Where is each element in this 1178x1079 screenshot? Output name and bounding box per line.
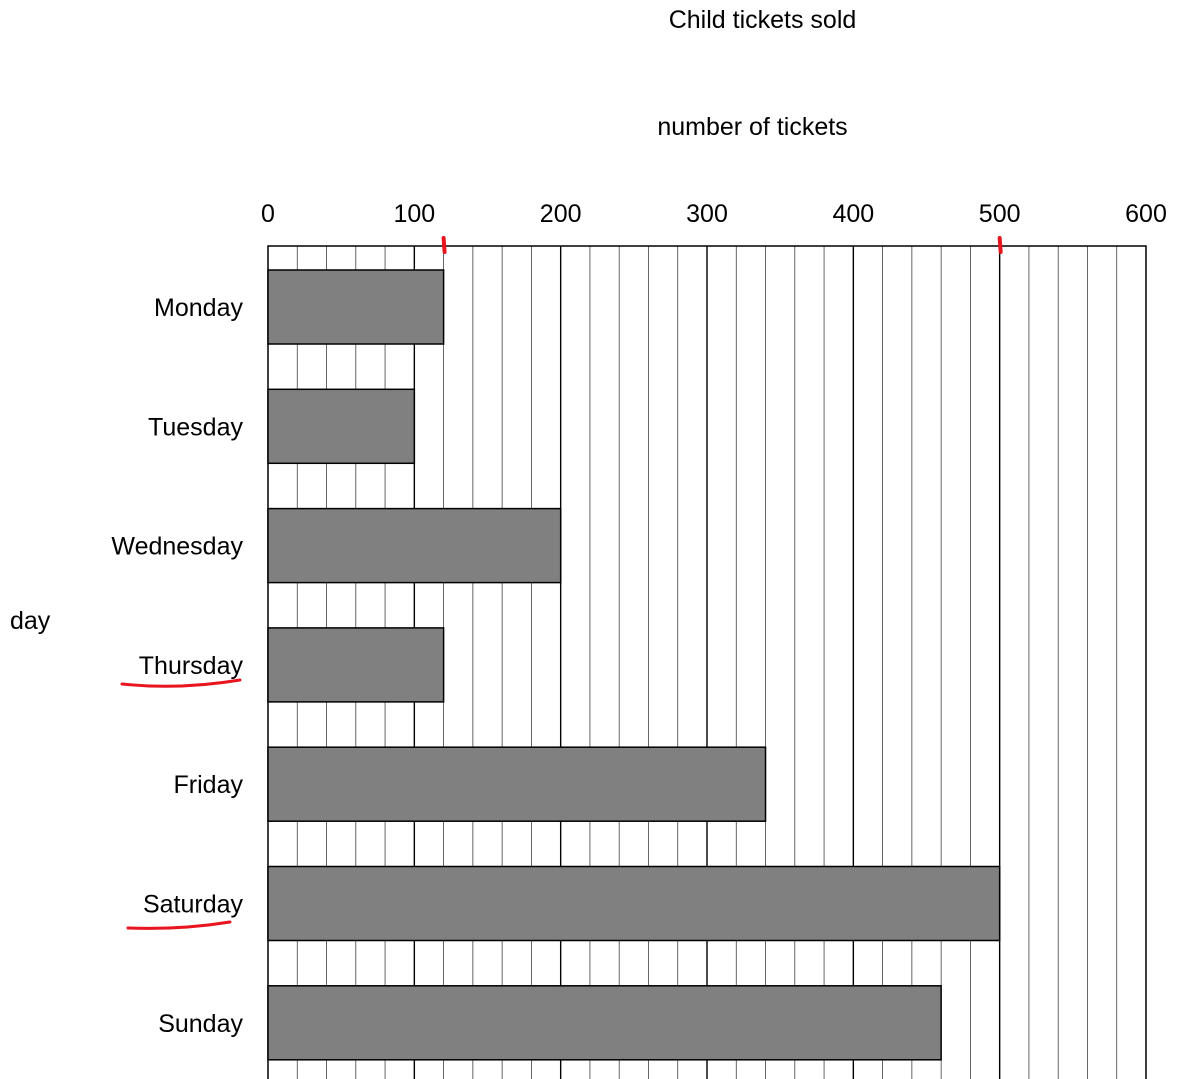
category-label: Saturday — [143, 891, 244, 919]
red-underline-mark — [126, 920, 232, 930]
x-tick-label: 300 — [686, 200, 728, 228]
y-axis-label: day — [10, 607, 51, 635]
bar — [267, 865, 1001, 942]
category-label: Wednesday — [111, 533, 243, 561]
red-axis-mark — [441, 236, 447, 254]
category-label: Tuesday — [148, 413, 243, 441]
bar — [267, 269, 445, 345]
red-axis-mark — [997, 236, 1003, 254]
x-tick-label: 400 — [832, 200, 874, 228]
category-label: Friday — [174, 771, 244, 799]
x-tick-label: 600 — [1125, 200, 1167, 228]
category-label: Thursday — [139, 652, 244, 680]
x-axis-label: number of tickets — [657, 113, 848, 141]
red-underline-mark — [120, 678, 242, 688]
chart-title: Child tickets sold — [668, 6, 857, 34]
bar — [267, 627, 445, 703]
category-label: Monday — [154, 294, 243, 322]
category-label: Sunday — [158, 1010, 243, 1038]
x-tick-label: 0 — [261, 200, 275, 228]
bar — [267, 388, 416, 465]
bar — [267, 985, 942, 1061]
x-tick-label: 200 — [540, 200, 582, 228]
bar — [267, 507, 562, 584]
x-tick-label: 100 — [393, 200, 435, 228]
bar — [267, 746, 767, 822]
x-tick-label: 500 — [979, 200, 1021, 228]
